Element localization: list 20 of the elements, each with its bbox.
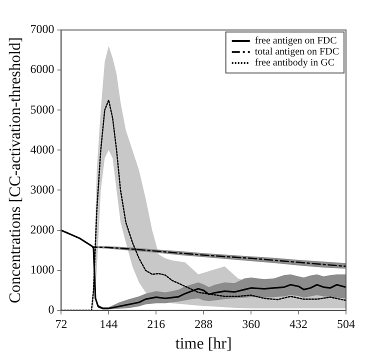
legend-label: total antigen on FDC [254, 46, 340, 58]
x-tick-label: 72 [55, 316, 68, 331]
y-tick-label: 5000 [30, 102, 54, 116]
x-tick-label: 504 [337, 316, 355, 331]
y-axis-title: Concentrations [CC-activation-threshold] [6, 37, 24, 304]
x-tick-label: 432 [290, 316, 308, 331]
y-tick-label: 2000 [30, 222, 54, 236]
x-tick-label: 216 [147, 316, 166, 331]
y-tick-label: 6000 [30, 62, 54, 76]
y-tick-label: 3000 [30, 182, 54, 196]
x-axis-title: time [hr] [175, 336, 232, 353]
x-tick-label: 288 [194, 316, 213, 331]
legend-label: free antibody in GC [254, 58, 335, 69]
x-tick-label: 360 [242, 316, 260, 331]
y-tick-label: 4000 [30, 142, 54, 156]
y-tick-label: 7000 [30, 22, 54, 36]
x-tick-label: 144 [100, 316, 118, 331]
y-tick-label: 1000 [30, 262, 54, 276]
y-tick-label: 0 [48, 302, 54, 317]
legend-label: free antigen on FDC [254, 36, 338, 47]
